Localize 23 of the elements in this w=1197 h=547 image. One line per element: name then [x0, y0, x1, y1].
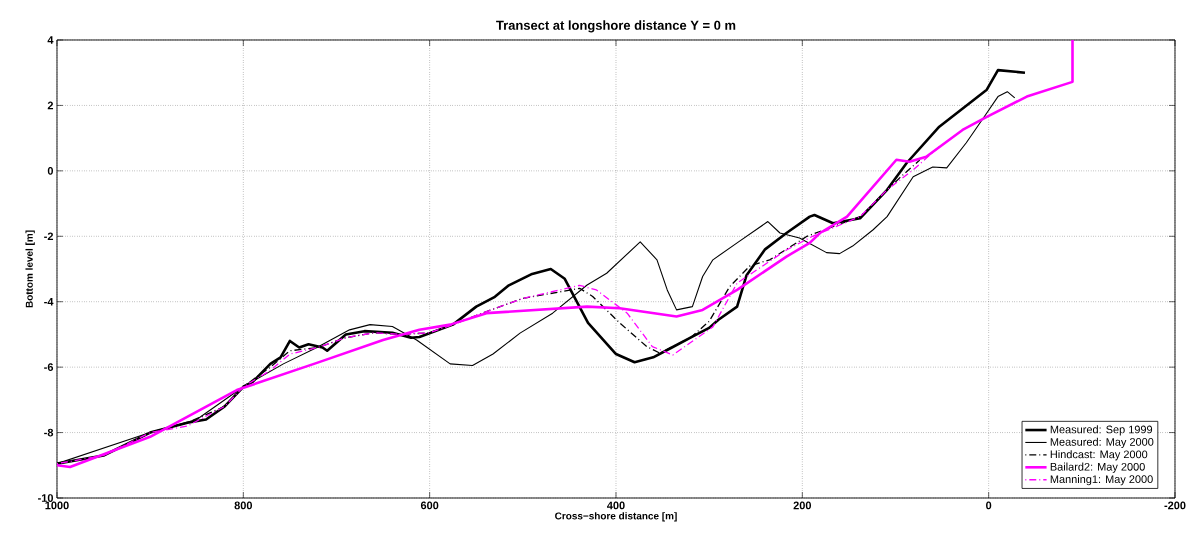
x-tick-label: 200	[793, 501, 811, 510]
x-tick-label: 800	[234, 501, 252, 510]
y-tick-label: -6	[44, 363, 54, 372]
x-tick-label: 600	[420, 501, 439, 510]
y-tick-label: 2	[47, 101, 54, 110]
y-tick-label: -4	[44, 297, 54, 306]
y-axis-title: Bottom level [m]	[25, 230, 35, 308]
x-tick-label: -200	[1164, 501, 1186, 510]
legend-label: Hindcast: May 2000	[1050, 450, 1148, 461]
x-tick-label: 0	[986, 501, 992, 510]
y-tick-label: -8	[44, 428, 54, 437]
y-tick-label: 0	[47, 166, 54, 175]
legend-label: Manning1: May 2000	[1050, 475, 1153, 486]
legend-label: Bailard2: May 2000	[1050, 462, 1145, 473]
x-tick-label: 1000	[45, 501, 69, 510]
chart-title: Transect at longshore distance Y = 0 m	[496, 20, 736, 33]
x-tick-label: 400	[607, 501, 625, 510]
x-axis-title: Cross−shore distance [m]	[555, 512, 677, 522]
y-tick-label: -2	[44, 232, 54, 241]
legend-label: Measured: May 2000	[1050, 437, 1154, 448]
y-tick-label: -10	[38, 494, 54, 502]
y-tick-label: 4	[47, 36, 54, 44]
legend-label: Measured: Sep 1999	[1050, 425, 1153, 436]
